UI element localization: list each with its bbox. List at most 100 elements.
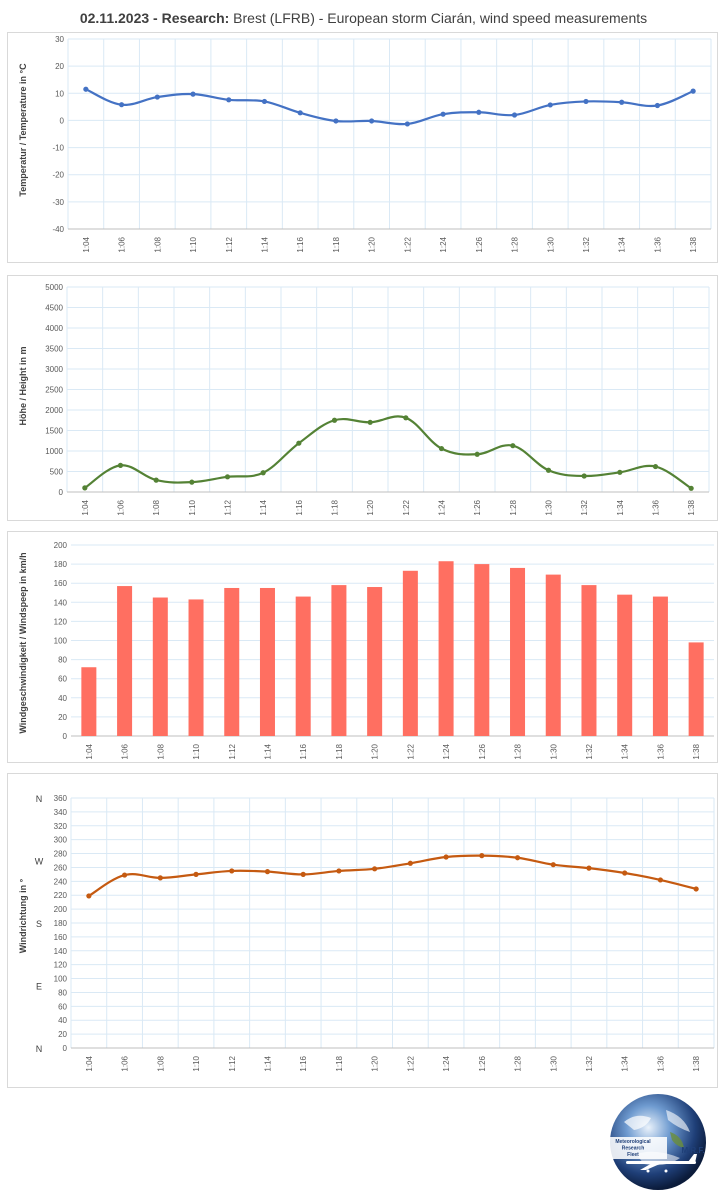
windspeed-x-tick-label: 1:14 xyxy=(263,743,272,759)
windspeed-x-tick-label: 1:38 xyxy=(692,743,701,759)
winddir-x-tick-label: 1:16 xyxy=(299,1055,308,1071)
windspeed-y-tick-label: 160 xyxy=(54,579,68,588)
windspeed-bar xyxy=(402,570,418,736)
windspeed-bar xyxy=(652,596,668,736)
height-y-tick-label: 1500 xyxy=(45,427,63,436)
winddir-x-tick-label: 1:24 xyxy=(442,1055,451,1071)
windspeed-x-tick-label: 1:22 xyxy=(406,743,415,759)
height-x-tick-label: 1:26 xyxy=(473,499,482,515)
windspeed-bar xyxy=(438,561,454,736)
height-y-tick-label: 1000 xyxy=(45,447,63,456)
height-point xyxy=(652,463,659,470)
temperature-x-tick-label: 1:08 xyxy=(153,236,162,252)
height-point xyxy=(510,443,516,449)
height-y-tick-label: 500 xyxy=(50,468,64,477)
height-point xyxy=(688,485,694,491)
winddir-x-tick-label: 1:10 xyxy=(192,1055,201,1071)
winddir-x-tick-label: 1:06 xyxy=(121,1055,130,1071)
temperature-chart: -40 -30 -20 -10 0 10 20 30 1:04 1:06 1:08 1:10 1:12 1… xyxy=(18,35,712,253)
winddir-point xyxy=(86,893,92,899)
winddir-point xyxy=(514,855,521,861)
winddir-point xyxy=(443,854,449,860)
height-point xyxy=(260,470,266,476)
temperature-point xyxy=(261,98,268,105)
height-x-tick-label: 1:12 xyxy=(224,499,233,515)
windspeed-x-tick-label: 1:34 xyxy=(621,743,630,759)
winddir-y-tick-label: 260 xyxy=(54,863,68,872)
winddir-x-tick-label: 1:08 xyxy=(156,1055,165,1071)
temperature-x-tick-label: 1:12 xyxy=(225,236,234,252)
height-y-tick-label: 3500 xyxy=(45,345,63,354)
temperature-x-tick-label: 1:36 xyxy=(653,236,662,252)
windspeed-x-tick-label: 1:04 xyxy=(85,743,94,759)
winddir-point xyxy=(193,871,199,877)
winddir-point xyxy=(157,875,163,881)
temperature-point xyxy=(476,109,482,115)
height-point xyxy=(153,477,159,483)
temperature-point xyxy=(547,102,553,108)
temperature-point xyxy=(404,121,410,127)
windspeed-bar xyxy=(81,667,97,736)
height-x-tick-label: 1:14 xyxy=(259,499,268,515)
winddir-y-tick-label: 80 xyxy=(58,988,67,997)
height-y-tick-label: 4500 xyxy=(45,304,63,313)
height-point xyxy=(117,462,124,468)
temperature-y-tick-label: 0 xyxy=(60,116,65,125)
temperature-point xyxy=(619,99,625,105)
winddir-point xyxy=(372,866,378,872)
winddir-grid xyxy=(70,797,715,1049)
temperature-point xyxy=(190,91,196,97)
temperature-x-tick-label: 1:10 xyxy=(189,236,198,252)
winddir-point xyxy=(407,860,413,866)
temperature-point xyxy=(583,98,589,105)
temperature-x-tick-label: 1:30 xyxy=(546,236,555,252)
winddir-x-tick-label: 1:14 xyxy=(263,1055,272,1071)
height-y-tick-label: 5000 xyxy=(45,283,63,292)
temperature-chart-panel: -40 -30 -20 -10 0 10 20 30 1:04 1:06 1:08 1:10 1:12 1… xyxy=(7,32,718,263)
windspeed-y-tick-label: 60 xyxy=(58,675,67,684)
winddir-y-tick-label: 100 xyxy=(54,975,68,984)
height-chart: 0 500 1000 1500 2000 2500 3000 3500 4000 4500 5000… xyxy=(18,283,710,516)
windspeed-bar xyxy=(331,585,347,736)
height-y-tick-label: 2500 xyxy=(45,386,63,395)
height-y-tick-label: 4000 xyxy=(45,324,63,333)
height-chart-panel: 0 500 1000 1500 2000 2500 3000 3500 4000 4500 5000… xyxy=(7,275,718,521)
temperature-y-tick-label: 20 xyxy=(55,62,64,71)
compass-label: S xyxy=(36,919,42,929)
temperature-x-tick-label: 1:28 xyxy=(511,236,520,252)
windspeed-y-tick-label: 0 xyxy=(63,732,68,741)
winddir-point xyxy=(300,871,306,877)
windspeed-bar xyxy=(474,564,490,736)
height-x-tick-label: 1:34 xyxy=(616,499,625,515)
winddir-y-tick-label: 60 xyxy=(58,1002,67,1011)
height-x-tick-label: 1:04 xyxy=(81,499,90,515)
windspeed-chart: 0 20 40 60 80 100 120 140 160 180 200 1:04 1:06 1:08 1… xyxy=(18,541,714,760)
temperature-x-tick-label: 1:22 xyxy=(403,236,412,252)
winddir-y-tick-label: 180 xyxy=(54,919,68,928)
temperature-point xyxy=(297,110,303,116)
windspeed-y-tick-label: 140 xyxy=(54,598,68,607)
height-point xyxy=(403,415,409,421)
temperature-x-tick-label: 1:32 xyxy=(582,236,591,252)
windspeed-x-tick-label: 1:30 xyxy=(549,743,558,759)
winddir-x-tick-label: 1:22 xyxy=(406,1055,415,1071)
windspeed-y-tick-label: 80 xyxy=(58,656,67,665)
winddir-y-tick-label: 320 xyxy=(54,822,68,831)
temperature-grid xyxy=(67,38,712,230)
temperature-y-tick-label: 30 xyxy=(55,35,64,44)
temperature-point xyxy=(154,94,160,100)
windspeed-y-tick-label: 120 xyxy=(54,617,68,626)
winddir-y-tick-label: 160 xyxy=(54,933,68,942)
airplane-icon xyxy=(626,1154,697,1173)
winddir-point xyxy=(586,865,592,871)
temperature-y-tick-label: -40 xyxy=(52,225,64,234)
winddir-point xyxy=(622,870,628,876)
temperature-point xyxy=(369,118,375,124)
height-x-tick-label: 1:06 xyxy=(117,499,126,515)
winddir-series-line xyxy=(88,854,697,897)
winddir-x-tick-label: 1:32 xyxy=(585,1055,594,1071)
height-grid xyxy=(66,286,710,493)
temperature-x-tick-label: 1:26 xyxy=(475,236,484,252)
windspeed-x-tick-label: 1:06 xyxy=(121,743,130,759)
height-point xyxy=(474,451,480,457)
